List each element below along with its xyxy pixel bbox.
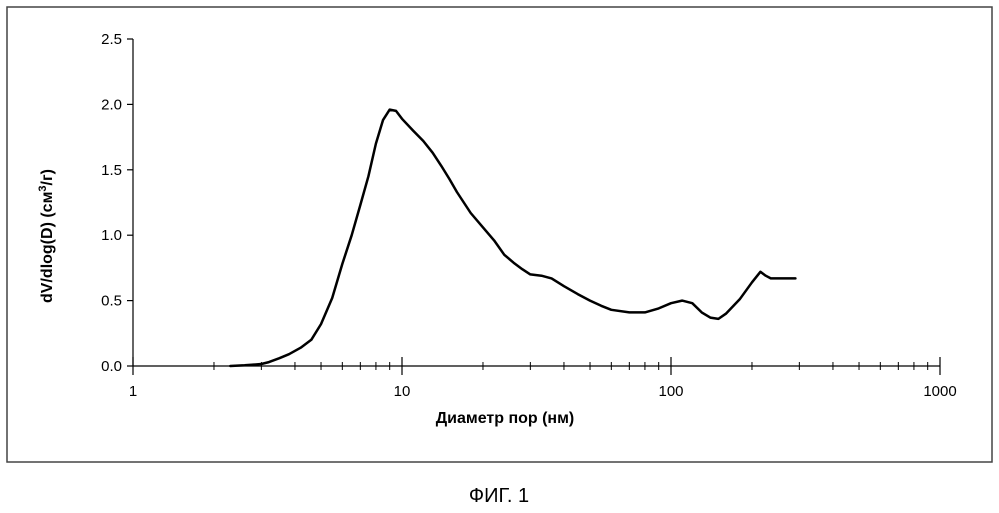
series-line	[230, 110, 795, 366]
y-tick-label: 1.5	[101, 162, 122, 179]
x-tick-label: 1000	[923, 383, 956, 400]
y-tick-label: 0.0	[101, 358, 122, 375]
y-tick-label: 2.0	[101, 96, 122, 113]
x-tick-label: 10	[394, 383, 411, 400]
y-axis-title: dV/dlog(D) (см3/г)	[37, 169, 56, 303]
y-axis-title-main: dV/dlog(D) (см	[39, 192, 56, 303]
x-tick-label: 1	[129, 383, 137, 400]
plot-area: 0.0 0.5 1.0 1.5 2.0 2.5 1 10 100 1000	[101, 31, 957, 400]
figure-caption: ФИГ. 1	[469, 485, 529, 507]
x-axis-title: Диаметр пор (нм)	[436, 410, 575, 427]
y-tick-label: 2.5	[101, 31, 122, 48]
y-axis-title-unit: /г)	[39, 169, 56, 185]
figure-frame	[7, 7, 992, 462]
y-tick-label: 1.0	[101, 227, 122, 244]
y-axis-ticks: 0.0 0.5 1.0 1.5 2.0 2.5	[101, 31, 133, 375]
y-tick-label: 0.5	[101, 293, 122, 310]
x-tick-label: 100	[658, 383, 683, 400]
